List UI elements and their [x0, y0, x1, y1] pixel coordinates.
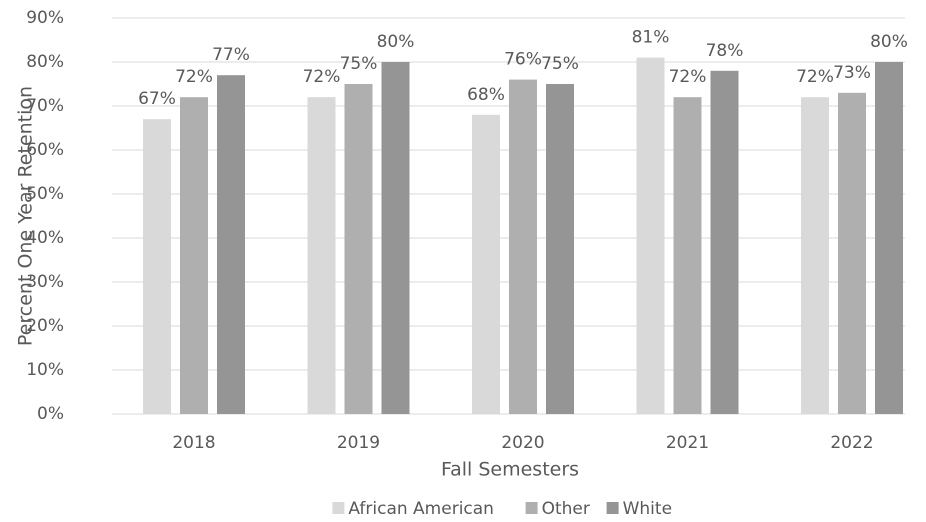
data-label: 67%	[138, 89, 176, 109]
y-tick-label: 40%	[26, 228, 64, 248]
bar	[143, 119, 171, 414]
legend-swatch	[606, 502, 619, 514]
bar	[180, 97, 208, 414]
x-tick-label: 2021	[666, 433, 709, 453]
data-label: 78%	[706, 41, 744, 61]
y-tick-label: 70%	[26, 96, 64, 116]
bar	[307, 97, 336, 414]
legend-label: Other	[542, 499, 590, 519]
y-axis-title: Percent One Year Retention	[15, 86, 37, 346]
data-label: 81%	[632, 28, 670, 48]
legend-label: White	[623, 499, 672, 519]
y-tick-label: 80%	[26, 52, 64, 72]
y-tick-label: 50%	[26, 184, 64, 204]
x-tick-label: 2018	[172, 433, 215, 453]
legend-swatch	[525, 502, 538, 514]
y-tick-label: 0%	[37, 404, 64, 424]
y-tick-label: 90%	[26, 8, 64, 28]
bar	[875, 62, 903, 414]
data-label: 73%	[833, 63, 871, 83]
data-label: 72%	[303, 67, 341, 87]
bar	[801, 97, 829, 414]
x-tick-label: 2019	[337, 433, 380, 453]
x-tick-label: 2020	[501, 433, 544, 453]
data-label: 75%	[340, 54, 378, 74]
bar	[636, 57, 665, 414]
data-label: 72%	[796, 67, 834, 87]
y-tick-label: 20%	[26, 316, 64, 336]
bar	[344, 84, 373, 414]
y-tick-label: 60%	[26, 140, 64, 160]
y-tick-label: 10%	[26, 360, 64, 380]
bar	[381, 62, 410, 414]
bar	[217, 75, 245, 414]
legend-label: African American	[348, 499, 494, 519]
y-tick-label: 30%	[26, 272, 64, 292]
data-label: 72%	[669, 67, 707, 87]
data-label: 80%	[377, 32, 415, 52]
bar	[838, 92, 866, 415]
x-tick-label: 2022	[830, 433, 873, 453]
bar	[546, 84, 574, 414]
x-axis-title: Fall Semesters	[441, 459, 579, 481]
data-label: 72%	[175, 67, 213, 87]
data-label: 77%	[212, 45, 250, 65]
legend-swatch	[332, 502, 345, 514]
data-label: 76%	[504, 50, 542, 70]
data-label: 80%	[870, 32, 908, 52]
data-label: 75%	[541, 54, 579, 74]
bar	[710, 70, 739, 415]
bar	[673, 97, 702, 414]
bar	[472, 114, 500, 415]
data-label: 68%	[467, 85, 505, 105]
bar	[509, 79, 537, 414]
